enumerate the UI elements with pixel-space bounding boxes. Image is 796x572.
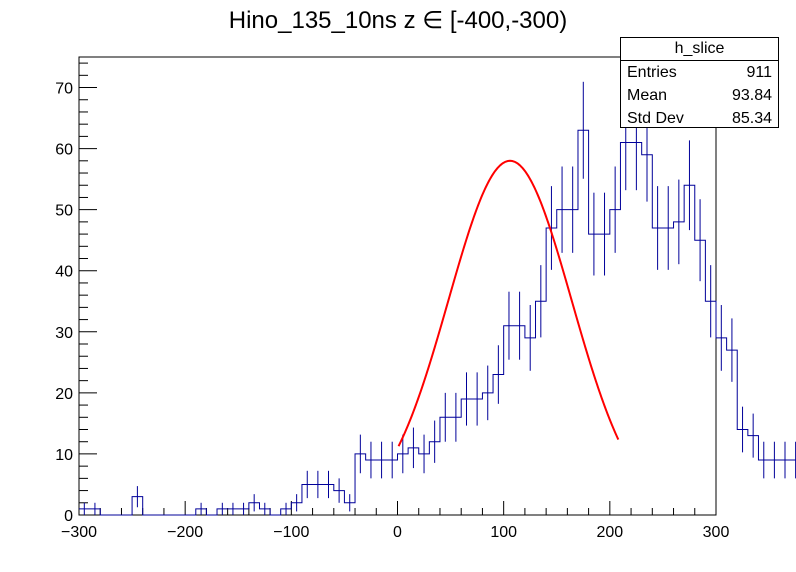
stats-label: Entries [627,64,677,81]
stats-row-mean: Mean 93.84 [621,84,778,107]
gaussian-fit-curve [397,159,620,447]
x-tick-label: 200 [596,524,623,541]
y-tick-label: 20 [55,386,73,403]
stats-value: 911 [746,64,772,81]
x-tick-label: −100 [273,524,309,541]
axis-ticks [78,62,717,516]
stats-row-entries: Entries 911 [621,61,778,84]
y-tick-label: 40 [55,264,73,281]
x-tick-labels: −300 −200 −100 0 100 200 300 [61,524,729,541]
stats-label: Std Dev [627,110,684,127]
y-tick-label: 60 [55,142,73,159]
stats-value: 93.84 [731,87,772,104]
x-tick-label: 0 [393,524,402,541]
stats-box: h_slice Entries 911 Mean 93.84 Std Dev 8… [620,37,779,128]
stats-value: 85.34 [731,110,772,127]
stats-row-stddev: Std Dev 85.34 [621,107,778,130]
x-tick-label: 300 [703,524,730,541]
error-bars [83,81,796,515]
y-tick-label: 70 [55,81,73,98]
x-tick-label: −200 [167,524,203,541]
y-tick-label: 10 [55,447,73,464]
chart-title: Hino_135_10ns z ∈ [-400,-300) [228,7,568,34]
histogram-step-line [79,129,796,516]
stats-label: Mean [627,87,668,104]
x-tick-label: 100 [490,524,517,541]
y-tick-label: 0 [64,508,73,525]
y-tick-labels: 0 10 20 30 40 50 60 70 [55,81,73,525]
y-tick-label: 30 [55,325,73,342]
stats-box-title: h_slice [621,38,778,61]
y-tick-label: 50 [55,203,73,220]
x-tick-label: −300 [61,524,97,541]
